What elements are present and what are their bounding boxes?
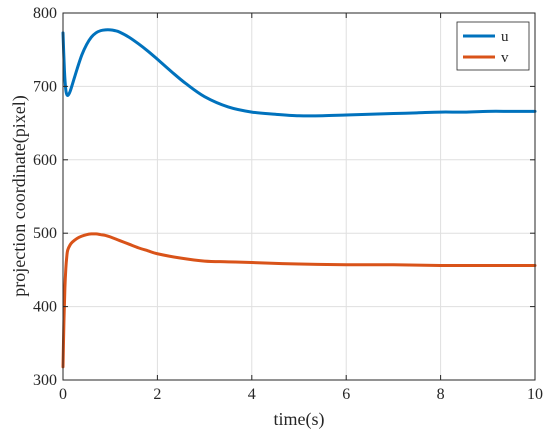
tick-labels: 0 2 4 6 8 10 300 400 500 600 700 800 [33,5,543,403]
series-layer [61,28,537,369]
x-tick-label: 4 [248,386,256,403]
x-tick-label: 2 [153,386,161,403]
legend-label-u: u [501,29,509,45]
x-axis-label: time(s) [274,409,325,430]
y-tick-label: 400 [33,299,57,316]
y-axis-label: projection coordinate(pixel) [9,95,30,296]
plot-frame [62,12,536,381]
y-tick-label: 800 [33,5,57,22]
y-tick-label: 700 [33,78,57,95]
legend-label-v: v [501,50,509,66]
series-line-v [61,232,537,369]
grid [63,13,535,380]
x-tick-label: 10 [527,386,543,403]
legend-box [456,21,530,71]
series-line-u [61,28,537,118]
x-tick-label: 6 [342,386,350,403]
x-tick-label: 0 [59,386,67,403]
x-tick-label: 8 [437,386,445,403]
ticks [62,12,536,381]
legend: u v [456,21,530,71]
plot-area [63,13,535,380]
y-tick-label: 300 [33,372,57,389]
y-tick-label: 500 [33,225,57,242]
y-tick-label: 600 [33,152,57,169]
